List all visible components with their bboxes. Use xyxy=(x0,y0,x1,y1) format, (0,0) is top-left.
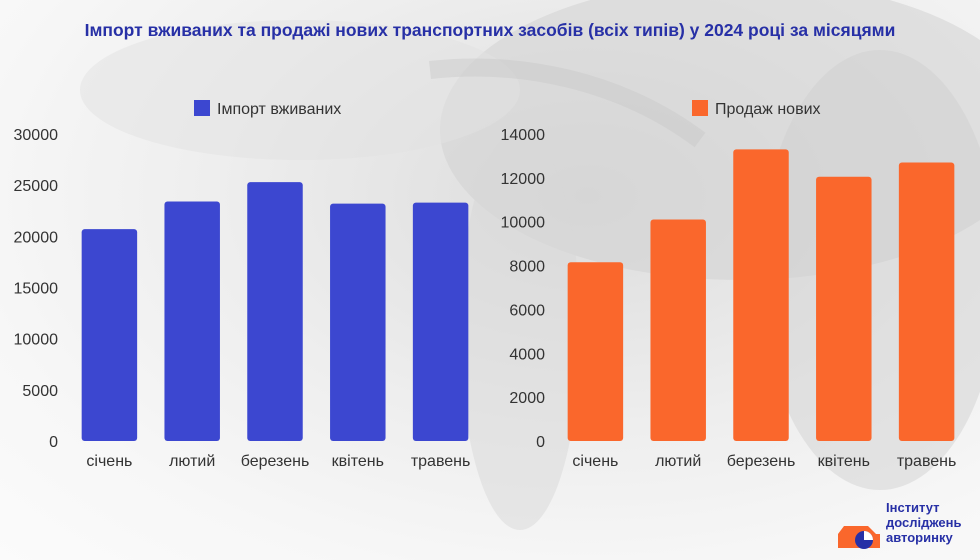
bar xyxy=(164,201,220,441)
y-tick-label: 14000 xyxy=(501,127,546,144)
legend-swatch xyxy=(194,100,210,116)
institute-logo: Інститут досліджень авторинку xyxy=(834,500,974,556)
legend-label: Імпорт вживаних xyxy=(217,101,341,118)
y-tick-label: 0 xyxy=(536,434,545,451)
bar xyxy=(567,262,624,441)
page-title: Імпорт вживаних та продажі нових транспо… xyxy=(84,20,896,40)
x-tick-label: січень xyxy=(572,453,618,470)
logo-line-2: досліджень xyxy=(886,515,962,530)
legend-swatch xyxy=(692,100,708,116)
logo-line-1: Інститут xyxy=(886,500,940,515)
x-tick-label: лютий xyxy=(655,453,701,470)
y-tick-label: 0 xyxy=(49,434,58,451)
bar xyxy=(330,203,386,441)
logo-line-3: авторинку xyxy=(886,530,953,545)
y-tick-label: 4000 xyxy=(509,346,545,363)
x-tick-label: березень xyxy=(727,453,796,470)
x-tick-label: травень xyxy=(897,453,957,470)
y-tick-label: 10000 xyxy=(501,215,546,232)
y-tick-label: 25000 xyxy=(14,178,59,195)
y-tick-label: 20000 xyxy=(14,229,59,246)
y-tick-label: 15000 xyxy=(14,281,59,298)
y-tick-label: 2000 xyxy=(509,390,545,407)
x-tick-label: квітень xyxy=(332,453,384,470)
x-tick-label: лютий xyxy=(169,453,215,470)
y-tick-label: 8000 xyxy=(509,259,545,276)
bar xyxy=(816,176,872,441)
bar xyxy=(412,202,469,441)
x-tick-label: березень xyxy=(241,453,310,470)
bar xyxy=(733,149,789,441)
bar xyxy=(898,162,955,441)
legend-label: Продаж нових xyxy=(715,101,821,118)
y-tick-label: 10000 xyxy=(14,332,59,349)
y-tick-label: 5000 xyxy=(22,383,58,400)
bar xyxy=(247,182,303,441)
y-tick-label: 6000 xyxy=(509,302,545,319)
y-tick-label: 30000 xyxy=(14,127,59,144)
x-tick-label: січень xyxy=(86,453,132,470)
x-tick-label: травень xyxy=(411,453,471,470)
y-tick-label: 12000 xyxy=(501,171,546,188)
bar xyxy=(81,229,138,441)
bar xyxy=(650,219,706,441)
car-pie-logo-icon xyxy=(838,526,880,549)
x-tick-label: квітень xyxy=(818,453,870,470)
